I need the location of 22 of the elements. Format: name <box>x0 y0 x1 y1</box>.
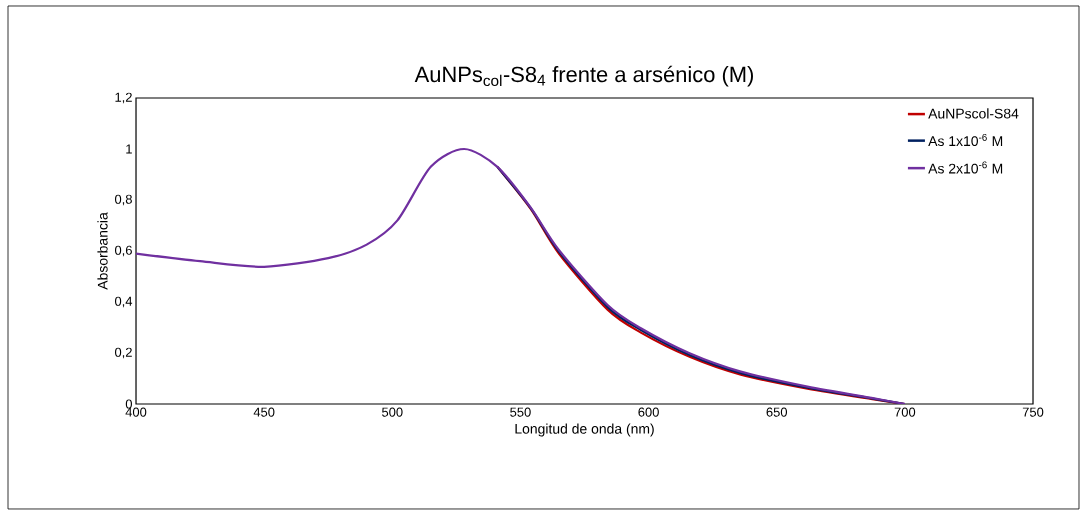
y-tick-label: 0,6 <box>114 245 132 257</box>
y-tick-label: 1 <box>126 144 132 154</box>
y-tick-label: 0,8 <box>114 194 132 206</box>
x-tick-label: 600 <box>638 407 659 417</box>
y-tick-label: 0,2 <box>114 347 132 359</box>
x-tick-label: 750 <box>1022 407 1044 417</box>
chart-title: AuNPs$_{col}$-S8$_{4}$ frente a arsénico (M) <box>414 65 753 87</box>
y-tick-label: 0 <box>125 399 132 409</box>
legend-label: AuNPscol-S84 <box>928 108 1019 119</box>
x-tick-label: 500 <box>382 407 403 417</box>
x-tick-label: 550 <box>510 407 531 417</box>
x-tick-label: 650 <box>766 407 788 417</box>
y-axis-title: Absorbancia <box>97 212 108 290</box>
legend-label: As 1x10$^{-6}$ M <box>928 133 1003 147</box>
x-axis-title: Longitud de onda (nm) <box>515 423 654 437</box>
x-tick-label: 700 <box>894 407 916 417</box>
y-tick-label: 1,2 <box>115 92 132 104</box>
y-tick-label: 0,4 <box>114 296 133 308</box>
x-tick-label: 450 <box>253 407 275 417</box>
x-tick-label: 400 <box>125 407 147 417</box>
line-series <box>136 147 906 404</box>
legend-label: As 2x10$^{-6}$ M <box>928 161 1003 174</box>
